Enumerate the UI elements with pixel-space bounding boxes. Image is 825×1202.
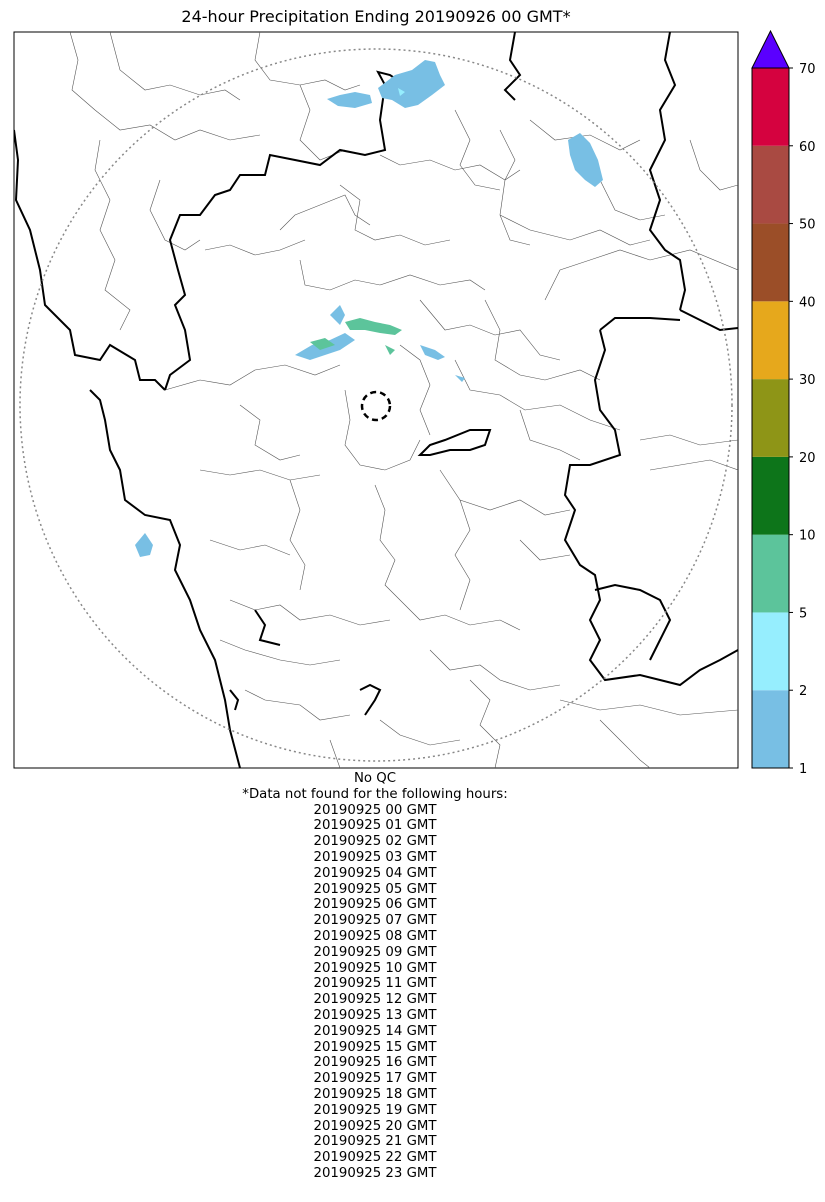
- missing-hour: 20190925 17 GMT: [313, 1071, 437, 1087]
- colorbar-segment: [752, 301, 789, 380]
- missing-hour: 20190925 01 GMT: [313, 818, 437, 834]
- missing-hour: 20190925 07 GMT: [313, 913, 437, 929]
- qc-status: No QC: [353, 771, 397, 786]
- state-boundaries: [14, 32, 738, 768]
- colorbar-segment: [752, 690, 789, 768]
- colorbar-segment: [752, 612, 789, 691]
- missing-hour: 20190925 18 GMT: [313, 1086, 437, 1102]
- missing-data-header: *Data not found for the following hours:: [242, 786, 508, 802]
- missing-hour: 20190925 00 GMT: [313, 802, 437, 818]
- missing-hour: 20190925 15 GMT: [313, 1039, 437, 1055]
- colorbar-tick-label: 20: [799, 451, 816, 466]
- colorbar-tick-label: 2: [799, 684, 807, 699]
- missing-hour: 20190925 05 GMT: [313, 881, 437, 897]
- missing-hour: 20190925 22 GMT: [313, 1150, 437, 1166]
- colorbar-tick-label: 5: [799, 606, 807, 621]
- map-frame: [13, 31, 739, 769]
- radar-site-marker: [360, 390, 392, 422]
- colorbar-segment: [752, 534, 789, 613]
- colorbar-segment: [752, 145, 789, 224]
- missing-hour: 20190925 04 GMT: [313, 865, 437, 881]
- notes-block: No QC *Data not found for the following …: [0, 771, 750, 1182]
- missing-hour: 20190925 08 GMT: [313, 928, 437, 944]
- missing-hour: 20190925 23 GMT: [313, 1165, 437, 1181]
- missing-hour: 20190925 12 GMT: [313, 992, 437, 1008]
- precipitation-echoes-2-5: [310, 318, 402, 355]
- colorbar-segment: [752, 456, 789, 535]
- colorbar-tick-label: 40: [799, 295, 816, 310]
- missing-hours-list: 20190925 00 GMT 20190925 01 GMT 20190925 0…: [0, 803, 750, 1182]
- colorbar-tick-label: 10: [799, 529, 816, 544]
- colorbar-outline: [751, 67, 790, 769]
- missing-hour: 20190925 06 GMT: [313, 897, 437, 913]
- missing-hour: 20190925 14 GMT: [313, 1023, 437, 1039]
- colorbar-tick-label: 50: [799, 218, 816, 233]
- colorbar-tick-label: 60: [799, 140, 816, 155]
- colorbar-tick-label: 70: [799, 62, 816, 77]
- missing-hour: 20190925 21 GMT: [313, 1134, 437, 1150]
- colorbar-segment: [752, 223, 789, 302]
- missing-hour: 20190925 13 GMT: [313, 1007, 437, 1023]
- missing-hour: 20190925 19 GMT: [313, 1102, 437, 1118]
- colorbar-extend-arrow: [751, 29, 790, 69]
- colorbar-segments: [752, 68, 789, 768]
- missing-hour: 20190925 20 GMT: [313, 1118, 437, 1134]
- missing-hour: 20190925 02 GMT: [313, 834, 437, 850]
- precipitation-echoes-light: [398, 88, 405, 96]
- precipitation-echoes: [135, 60, 603, 557]
- district-boundaries: [69, 32, 738, 768]
- missing-hour: 20190925 10 GMT: [313, 960, 437, 976]
- radar-range-ring: [19, 48, 733, 762]
- colorbar-segment: [752, 379, 789, 457]
- colorbar-tick-label: 1: [799, 762, 807, 777]
- colorbar-ticks: 1 2 5 10 20 30 40 50 60 70: [789, 62, 816, 777]
- colorbar-segment: [752, 68, 789, 146]
- missing-hour: 20190925 11 GMT: [313, 976, 437, 992]
- missing-hour: 20190925 03 GMT: [313, 849, 437, 865]
- missing-hour: 20190925 09 GMT: [313, 944, 437, 960]
- map-title: 24-hour Precipitation Ending 20190926 00…: [181, 7, 571, 26]
- missing-hour: 20190925 16 GMT: [313, 1055, 437, 1071]
- colorbar-tick-label: 30: [799, 373, 816, 388]
